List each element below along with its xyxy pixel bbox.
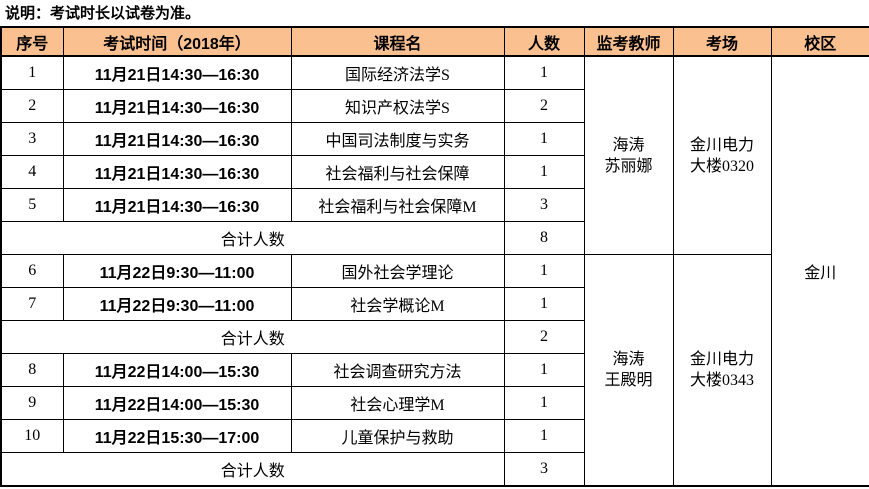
count-cell: 1 [503,155,585,189]
table-row: 5 11月21日14:30—16:30 社会福利与社会保障M 3 [0,188,869,222]
table-row: 7 11月22日9:30—11:00 社会学概论M 1 [0,287,869,321]
total-row: 合计人数 3 [0,452,869,487]
exam-time-cell: 11月22日9:30—11:00 [62,254,292,288]
course-name-cell: 中国司法制度与实务 [290,122,505,156]
header-row: 序号 考试时间（2018年） 课程名 人数 监考教师 考场 校区 [0,26,869,57]
exam-time-cell: 11月22日15:30—17:00 [62,419,292,453]
invigilator-line1: 海涛 [612,136,645,154]
invigilator-line1: 海涛 [612,351,645,368]
exam-time-cell: 11月21日14:30—16:30 [62,55,292,90]
row-number-cell: 6 [0,254,64,288]
exam-time-cell: 11月21日14:30—16:30 [62,89,292,123]
count-cell: 2 [503,89,585,123]
table-row: 1 11月21日14:30—16:30 国际经济法学S 1 海涛 苏丽娜 金川电… [0,55,869,487]
note-text: 说明：考试时长以试卷为准。 [5,5,201,22]
room-line2: 大楼0320 [689,157,754,175]
invigilator-cell: 海涛 苏丽娜 [583,55,674,255]
col-header-no: 序号 [0,26,64,57]
invigilator-line2: 苏丽娜 [604,157,653,175]
room-line1: 金川电力 [689,351,754,368]
row-number-cell: 10 [0,419,64,453]
table-row: 10 11月22日15:30—17:00 儿童保护与救助 1 [0,419,869,453]
col-header-course: 课程名 [290,26,505,57]
total-count-cell: 2 [503,320,585,354]
count-cell: 1 [503,287,585,321]
row-number-cell: 7 [0,287,64,321]
course-name-cell: 国际经济法学S [290,55,505,90]
invigilator-line2: 王殿明 [604,372,653,389]
count-cell: 1 [503,254,585,288]
table-row: 6 11月22日9:30—11:00 国外社会学理论 1 海涛 王殿明 金川电力… [0,254,869,487]
course-name-cell: 社会福利与社会保障 [290,155,505,189]
exam-time-cell: 11月22日14:00—15:30 [62,353,292,387]
col-header-room: 考场 [672,26,772,57]
course-name-cell: 社会心理学M [290,386,505,420]
total-label-cell: 合计人数 [0,452,505,487]
col-header-count: 人数 [503,26,585,57]
exam-time-cell: 11月21日14:30—16:30 [62,188,292,222]
row-number-cell: 8 [0,353,64,387]
course-name-cell: 国外社会学理论 [290,254,505,288]
col-header-time: 考试时间（2018年） [62,26,292,57]
total-label-cell: 合计人数 [0,320,505,354]
row-number-cell: 9 [0,386,64,420]
table-row: 8 11月22日14:00—15:30 社会调查研究方法 1 [0,353,869,387]
room-cell: 金川电力 大楼0343 [672,254,772,487]
course-name-cell: 知识产权法学S [290,89,505,123]
count-cell: 1 [503,353,585,387]
exam-time-cell: 11月22日9:30—11:00 [62,287,292,321]
room-line2: 大楼0343 [689,372,754,389]
count-cell: 1 [503,419,585,453]
exam-time-cell: 11月21日14:30—16:30 [62,155,292,189]
count-cell: 1 [503,122,585,156]
room-line1: 金川电力 [689,136,754,154]
col-header-invigilator: 监考教师 [583,26,674,57]
count-cell: 1 [503,386,585,420]
room-cell: 金川电力 大楼0320 [672,55,772,255]
row-number-cell: 3 [0,122,64,156]
row-number-cell: 5 [0,188,64,222]
total-count-cell: 3 [503,452,585,487]
exam-time-cell: 11月21日14:30—16:30 [62,122,292,156]
course-name-cell: 社会调查研究方法 [290,353,505,387]
total-row: 合计人数 2 [0,320,869,354]
row-number-cell: 2 [0,89,64,123]
count-cell: 3 [503,188,585,222]
exam-time-cell: 11月22日14:00—15:30 [62,386,292,420]
total-label-cell: 合计人数 [0,221,505,255]
row-number-cell: 4 [0,155,64,189]
invigilator-cell: 海涛 王殿明 [583,254,674,487]
table-row: 2 11月21日14:30—16:30 知识产权法学S 2 [0,89,869,123]
total-count-cell: 8 [503,221,585,255]
exam-schedule-table: 序号 考试时间（2018年） 课程名 人数 监考教师 考场 校区 1 11月21… [0,26,869,487]
col-header-campus: 校区 [770,26,869,57]
course-name-cell: 儿童保护与救助 [290,419,505,453]
row-number-cell: 1 [0,55,64,90]
count-cell: 1 [503,55,585,90]
campus-cell: 金川 [770,55,869,487]
course-name-cell: 社会福利与社会保障M [290,188,505,222]
course-name-cell: 社会学概论M [290,287,505,321]
table-row: 9 11月22日14:00—15:30 社会心理学M 1 [0,386,869,420]
total-row: 合计人数 8 [0,221,869,255]
